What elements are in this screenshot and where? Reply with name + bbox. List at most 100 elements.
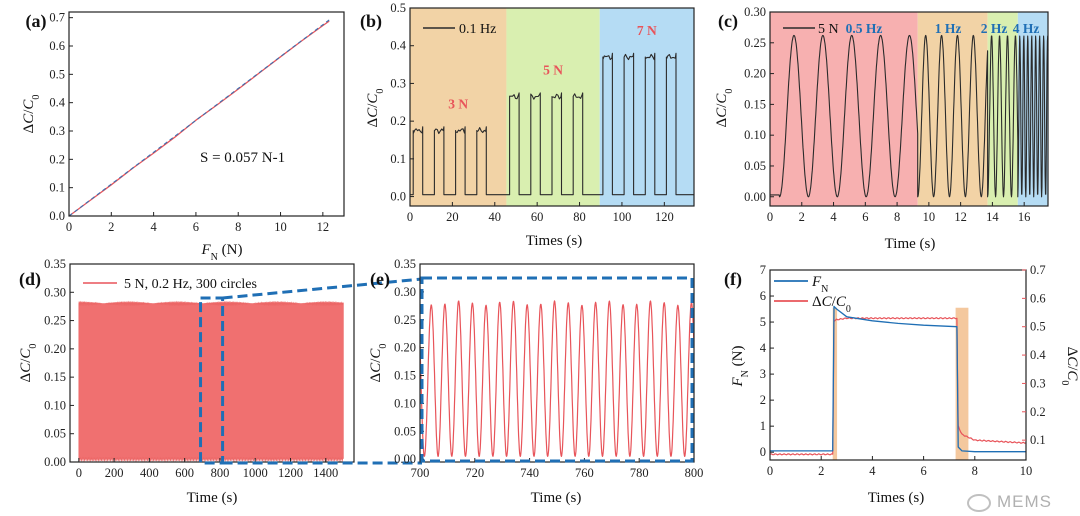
panel-c-region-label: 1 Hz bbox=[935, 21, 962, 36]
panel-f-ylabel-right: ΔC/C0 bbox=[1060, 347, 1080, 386]
panel-d-ytick-label: 0.15 bbox=[44, 370, 66, 384]
panel-d-ytick-label: 0.20 bbox=[44, 342, 66, 356]
panel-c-ytick-label: 0.30 bbox=[744, 5, 766, 19]
panel-f-ytick-right-label: 0.4 bbox=[1030, 348, 1046, 362]
panel-d-ylabel: ΔC/C0 bbox=[18, 344, 39, 383]
panel-d-xtick-label: 200 bbox=[105, 466, 124, 480]
panel-d-ytick-label: 0.25 bbox=[44, 314, 66, 328]
panel-f-ytick-label: 0 bbox=[760, 445, 766, 459]
panel-f-label: (f) bbox=[724, 269, 742, 290]
panel-a-xtick-label: 4 bbox=[150, 220, 157, 234]
panel-c-region-label: 2 Hz bbox=[981, 21, 1008, 36]
panel-c-ytick-label: 0.10 bbox=[744, 128, 766, 142]
panel-b-xtick-label: 0 bbox=[407, 210, 413, 224]
panel-a-ytick-label: 0.2 bbox=[49, 152, 65, 166]
panel-e-ytick-label: 0.15 bbox=[394, 369, 416, 383]
panel-d-xtick-label: 600 bbox=[175, 466, 194, 480]
panel-f-xtick-label: 0 bbox=[767, 464, 773, 478]
panel-a-xtick-label: 6 bbox=[193, 220, 199, 234]
wechat-icon bbox=[967, 493, 991, 512]
panel-c-xtick-label: 14 bbox=[986, 210, 999, 224]
panel-d-ytick-label: 0.10 bbox=[44, 398, 66, 412]
panel-b-ylabel: ΔC/C0 bbox=[365, 89, 386, 128]
panel-d-ytick-label: 0.05 bbox=[44, 427, 66, 441]
panel-b-ytick-label: 0.1 bbox=[390, 152, 406, 166]
panel-c-frame bbox=[769, 11, 1049, 207]
panel-c-ylabel: ΔC/C0 bbox=[714, 89, 735, 128]
panel-b-xlabel: Times (s) bbox=[526, 233, 583, 249]
panel-f-ytick-right-label: 0.2 bbox=[1030, 405, 1046, 419]
panel-c-xtick-label: 0 bbox=[767, 210, 773, 224]
panel-a-xlabel: FN (N) bbox=[201, 242, 243, 263]
panel-c-ytick-label: 0.15 bbox=[744, 97, 766, 111]
panel-d-zoom-window bbox=[199, 296, 225, 465]
panel-b-xtick-label: 80 bbox=[573, 210, 586, 224]
panel-e-xtick-label: 800 bbox=[685, 466, 704, 480]
panel-a-ytick-label: 0.3 bbox=[49, 124, 65, 138]
panel-c-region-label: 0.5 Hz bbox=[846, 21, 883, 36]
panel-e-ytick-label: 0.05 bbox=[394, 424, 416, 438]
panel-e-xlabel: Time (s) bbox=[531, 490, 582, 506]
panel-e-xtick-label: 700 bbox=[411, 466, 430, 480]
panel-f-xtick-label: 10 bbox=[1020, 464, 1033, 478]
panel-f-legend-text-dc: ΔC/C0 bbox=[812, 294, 851, 315]
panel-b-xtick-label: 100 bbox=[613, 210, 632, 224]
panel-a-xtick-label: 12 bbox=[317, 220, 330, 234]
panel-c-ytick-label: 0.00 bbox=[744, 190, 766, 204]
panel-b-ytick-label: 0.5 bbox=[390, 1, 406, 15]
panel-e-xtick-label: 740 bbox=[520, 466, 539, 480]
panel-b-ytick-label: 0.2 bbox=[390, 114, 406, 128]
panel-a-ytick-label: 0.6 bbox=[49, 39, 65, 53]
panel-f-xtick-label: 4 bbox=[869, 464, 876, 478]
panel-e-ytick-label: 0.30 bbox=[394, 285, 416, 299]
panel-c-xtick-label: 16 bbox=[1018, 210, 1031, 224]
panel-f-shaded-region bbox=[832, 307, 838, 460]
panel-d-xtick-label: 1400 bbox=[313, 466, 338, 480]
panel-a-xtick-label: 2 bbox=[108, 220, 114, 234]
panel-f-frame bbox=[769, 269, 1027, 461]
panel-f-xlabel: Times (s) bbox=[868, 490, 925, 506]
panel-f-ytick-label: 3 bbox=[760, 367, 766, 381]
panel-c-xtick-label: 8 bbox=[894, 210, 900, 224]
panel-a-xtick-label: 10 bbox=[274, 220, 287, 234]
panel-a-series-fit bbox=[68, 19, 330, 217]
panel-a-xtick-label: 0 bbox=[66, 220, 72, 234]
panel-d-xlabel: Time (s) bbox=[187, 490, 238, 506]
panel-f-ytick-label: 4 bbox=[760, 341, 767, 355]
panel-f-xtick-label: 2 bbox=[818, 464, 824, 478]
panel-f-ytick-label: 2 bbox=[760, 393, 766, 407]
panel-f-series-dc bbox=[769, 317, 1027, 456]
panel-f-ytick-right-label: 0.3 bbox=[1030, 376, 1046, 390]
panel-b-legend-text: 0.1 Hz bbox=[459, 22, 496, 37]
panel-a-ytick-label: 0.5 bbox=[49, 67, 65, 81]
panel-b-ytick-label: 0.3 bbox=[390, 76, 406, 90]
watermark-text: MEMS bbox=[997, 492, 1052, 511]
panel-e-ylabel: ΔC/C0 bbox=[368, 344, 389, 383]
panel-d-xtick-label: 1200 bbox=[278, 466, 303, 480]
panel-f-ytick-right-label: 0.7 bbox=[1030, 263, 1046, 277]
panel-c-ytick-label: 0.05 bbox=[744, 159, 766, 173]
panel-c-xtick-label: 2 bbox=[799, 210, 805, 224]
panel-e-ytick-label: 0.25 bbox=[394, 313, 416, 327]
panel-b-region-bg bbox=[410, 8, 507, 206]
panel-e-xtick-label: 760 bbox=[575, 466, 594, 480]
panel-d-xtick-label: 1000 bbox=[243, 466, 268, 480]
panel-b-region-label: 3 N bbox=[448, 97, 468, 112]
panel-b-region-bg bbox=[599, 8, 694, 206]
panel-f-ytick-right-label: 0.1 bbox=[1030, 433, 1046, 447]
panel-f-shaded-region bbox=[955, 307, 969, 460]
panel-e-signal-line bbox=[419, 300, 695, 457]
panel-e-label: (e) bbox=[370, 269, 390, 290]
panel-f-ytick-right-label: 0.6 bbox=[1030, 291, 1046, 305]
panel-b-region-label: 5 N bbox=[543, 63, 563, 78]
panel-b-xtick-label: 20 bbox=[446, 210, 459, 224]
panel-b-region-bg bbox=[506, 8, 600, 206]
panel-e-ytick-label: 0.10 bbox=[394, 396, 416, 410]
panel-e-ytick-label: 0.35 bbox=[394, 257, 416, 271]
panel-a-ytick-label: 0.1 bbox=[49, 181, 65, 195]
panel-b-xtick-label: 60 bbox=[531, 210, 544, 224]
panel-a-label: (a) bbox=[26, 11, 47, 32]
panel-c-region-bg bbox=[770, 12, 918, 206]
panel-c-region-label: 4 Hz bbox=[1013, 21, 1040, 36]
